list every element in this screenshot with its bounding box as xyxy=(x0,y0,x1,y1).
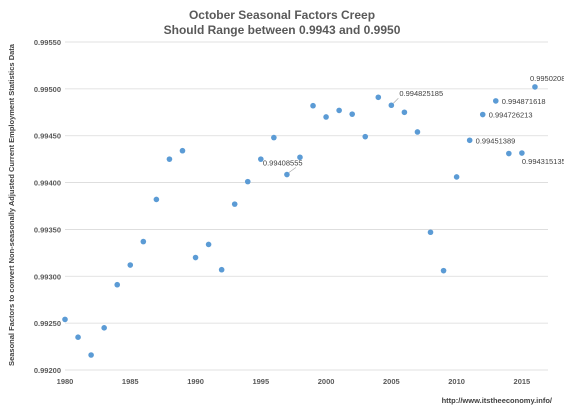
data-point xyxy=(140,238,147,245)
chart-title: October Seasonal Factors Creep xyxy=(189,8,375,22)
data-point xyxy=(440,267,447,274)
data-point xyxy=(532,84,538,90)
x-tick-label: 1985 xyxy=(122,377,139,386)
y-tick-label: 0.99400 xyxy=(34,179,61,188)
data-point xyxy=(218,266,225,273)
data-label: 0.99451389 xyxy=(476,136,516,145)
data-point xyxy=(362,133,369,140)
y-tick-label: 0.99200 xyxy=(34,366,61,375)
gridlines xyxy=(65,41,548,371)
data-point xyxy=(375,94,382,101)
label-leader-line xyxy=(288,167,297,173)
data-label: 0.994825185 xyxy=(399,89,443,98)
y-tick-label: 0.99550 xyxy=(34,38,61,47)
data-label: 0.994315135 xyxy=(522,157,564,166)
data-point xyxy=(506,150,512,157)
data-point xyxy=(349,111,355,117)
data-point xyxy=(258,156,264,162)
data-point xyxy=(427,229,434,236)
x-tick-label: 2005 xyxy=(383,377,400,386)
data-point xyxy=(401,109,408,116)
data-point xyxy=(284,171,290,178)
data-point xyxy=(453,174,460,180)
data-label: 0.994726213 xyxy=(489,111,533,120)
x-tick-label: 1980 xyxy=(57,377,74,386)
data-point xyxy=(153,196,160,203)
data-point xyxy=(62,316,68,323)
data-point xyxy=(466,137,473,144)
data-point xyxy=(492,98,499,104)
label-leader-line xyxy=(393,98,399,104)
data-point xyxy=(127,262,134,268)
data-point xyxy=(114,281,121,288)
data-labels: 0.99408555 0.994825185 0.99451389 0.9947262… xyxy=(263,74,564,173)
data-label: 0.99408555 xyxy=(263,159,303,168)
data-point xyxy=(297,154,303,161)
data-point xyxy=(192,254,199,261)
data-point xyxy=(231,201,238,207)
data-point xyxy=(519,150,525,156)
y-tick-label: 0.99450 xyxy=(34,132,61,141)
data-point xyxy=(166,156,173,162)
data-point xyxy=(205,241,212,248)
data-point xyxy=(323,114,329,120)
data-point xyxy=(75,334,81,341)
data-points xyxy=(62,84,538,358)
y-tick-label: 0.99300 xyxy=(34,272,61,281)
source-url[interactable]: http://www.itstheeconomy.info/ xyxy=(442,396,553,405)
y-tick-label: 0.99500 xyxy=(34,85,61,94)
data-point xyxy=(271,134,277,141)
x-tick-label: 2015 xyxy=(514,377,531,386)
data-point xyxy=(179,147,186,154)
y-axis-label: Seasonal Factors to convert Non-seasonal… xyxy=(7,43,16,366)
y-tick-label: 0.99350 xyxy=(34,225,61,234)
y-tick-label: 0.99250 xyxy=(34,319,61,328)
data-point xyxy=(336,107,342,114)
data-point xyxy=(388,102,395,109)
data-label: 0.9950208 xyxy=(530,74,564,83)
data-point xyxy=(244,178,251,185)
chart-subtitle: Should Range between 0.9943 and 0.9950 xyxy=(164,23,401,37)
y-tick-labels: 0.99200 0.99250 0.99300 0.99350 0.99400 0.994… xyxy=(34,38,61,375)
x-tick-label: 2010 xyxy=(448,377,465,386)
x-tick-label: 1995 xyxy=(252,377,269,386)
x-tick-label: 1990 xyxy=(187,377,204,386)
data-point xyxy=(414,129,421,135)
data-point xyxy=(310,102,316,109)
x-tick-labels: 1980 1985 1990 1995 2000 2005 2010 2015 xyxy=(57,377,531,386)
data-point xyxy=(101,325,107,331)
x-tick-label: 2000 xyxy=(318,377,335,386)
data-point xyxy=(479,111,486,118)
data-point xyxy=(88,352,94,358)
data-label: 0.994871618 xyxy=(502,97,546,106)
